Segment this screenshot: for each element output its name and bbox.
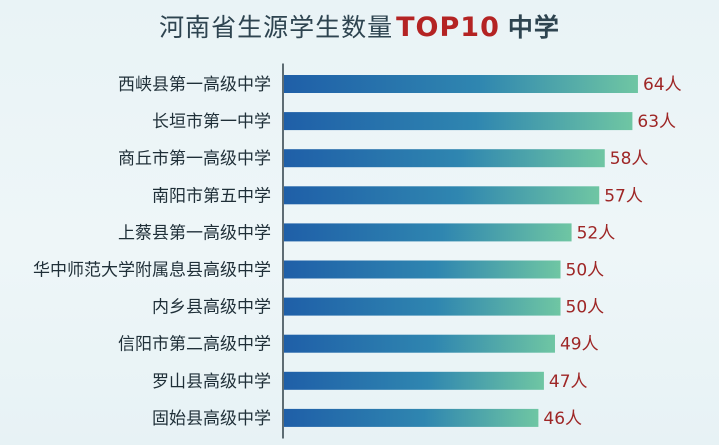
value-label: 57人	[604, 186, 643, 206]
bar	[284, 371, 544, 390]
value-label: 50人	[566, 298, 605, 318]
value-label: 50人	[566, 261, 605, 281]
chart-title-suffix: 中学	[507, 13, 560, 42]
value-label: 58人	[610, 149, 649, 169]
category-label: 长垣市第一中学	[152, 112, 271, 132]
value-label: 49人	[560, 335, 599, 355]
category-label: 固始县高级中学	[152, 409, 271, 429]
category-label: 南阳市第五中学	[152, 186, 271, 206]
category-label: 西峡县第一高级中学	[118, 75, 271, 95]
bar	[284, 297, 561, 316]
value-label: 63人	[637, 112, 676, 132]
bar	[284, 260, 561, 279]
category-label: 商丘市第一高级中学	[118, 149, 271, 169]
chart-title: 河南省生源学生数量 TOP10 中学	[0, 6, 719, 50]
value-label: 47人	[549, 372, 588, 392]
value-label: 64人	[643, 75, 682, 95]
bar	[284, 223, 572, 242]
category-label: 上蔡县第一高级中学	[118, 223, 271, 243]
chart-title-prefix: 河南省生源学生数量	[159, 13, 394, 42]
category-label: 罗山县高级中学	[152, 372, 271, 392]
bar	[284, 149, 605, 168]
value-label: 46人	[543, 409, 582, 429]
bar	[284, 334, 555, 353]
bar	[284, 112, 633, 131]
bar	[284, 75, 638, 93]
bar	[284, 186, 600, 205]
category-label: 信阳市第二高级中学	[118, 335, 271, 355]
value-label: 52人	[577, 223, 616, 243]
category-label: 华中师范大学附属息县高级中学	[33, 261, 271, 281]
bar	[284, 408, 539, 427]
category-label: 内乡县高级中学	[152, 298, 271, 318]
chart-title-accent: TOP10	[396, 12, 500, 43]
